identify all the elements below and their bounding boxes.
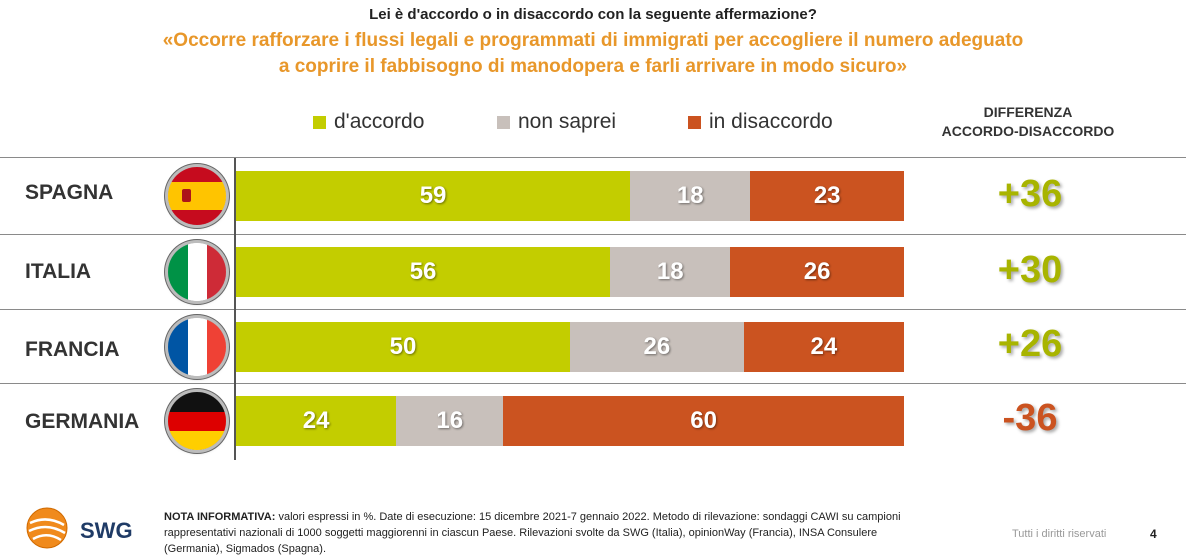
difference-header-line-2: ACCORDO-DISACCORDO	[941, 123, 1115, 139]
legend-item-disaccordo: in disaccordo	[688, 110, 833, 134]
bar-value-label: 18	[656, 258, 684, 285]
italy-flag-icon	[168, 243, 226, 301]
bar-value-label: 24	[810, 333, 838, 360]
swg-logo-text: SWG	[80, 518, 133, 543]
bar-segment-accordo: 50	[236, 322, 570, 372]
rights-text: Tutti i diritti riservati	[1012, 528, 1107, 540]
bar-value-label: 59	[419, 182, 447, 209]
country-label-francia: FRANCIA	[25, 338, 120, 361]
question-title: Lei è d'accordo o in disaccordo con la s…	[369, 6, 817, 23]
bar-segment-disaccordo: 24	[743, 322, 904, 372]
row-separator	[0, 383, 1186, 384]
bar-segment-non-saprei: 26	[570, 322, 744, 372]
row-separator	[0, 309, 1186, 310]
bar-segment-non-saprei: 18	[630, 171, 751, 221]
bar-value-label: 18	[676, 182, 704, 209]
difference-header: DIFFERENZA ACCORDO-DISACCORDO	[928, 103, 1128, 141]
legend-swatch-accordo	[313, 115, 326, 129]
spain-flag-icon	[168, 167, 226, 225]
row-separator	[0, 157, 1186, 158]
bar-value-label: 50	[389, 333, 417, 360]
bar-value-label: 60	[690, 407, 717, 434]
bar-value-label: 23	[813, 182, 841, 209]
bar-segment-non-saprei: 18	[610, 247, 731, 297]
legend-label-accordo: d'accordo	[334, 110, 425, 133]
bar-segment-disaccordo: 60	[503, 396, 904, 446]
country-label-spagna: SPAGNA	[25, 181, 114, 204]
difference-value: +36	[997, 173, 1063, 215]
france-flag-icon	[168, 318, 226, 376]
note-line-3: (Germania), Sigmados (Spagna).	[164, 543, 327, 555]
difference-value: +26	[997, 323, 1063, 365]
bar-segment-accordo: 56	[236, 247, 611, 297]
note-line-1: valori espressi in %. Date di esecuzione…	[275, 511, 901, 523]
bar-value-label: 26	[643, 333, 671, 360]
germany-flag-icon	[168, 392, 226, 450]
bar-segment-disaccordo: 26	[730, 247, 904, 297]
statement-line-2: a coprire il fabbisogno di manodopera e …	[278, 56, 908, 77]
statement-line-1: «Occorre rafforzare i flussi legali e pr…	[162, 30, 1024, 51]
bar-value-label: 16	[436, 407, 464, 434]
methodology-note: NOTA INFORMATIVA: valori espressi in %. …	[164, 509, 984, 557]
bar-segment-disaccordo: 23	[750, 171, 904, 221]
row-separator	[0, 234, 1186, 235]
bar-segment-accordo: 24	[236, 396, 397, 446]
note-line-2: rappresentativi nazionali di 1000 sogget…	[164, 527, 878, 539]
legend-item-accordo: d'accordo	[313, 110, 424, 134]
bar-segment-non-saprei: 16	[396, 396, 504, 446]
note-label: NOTA INFORMATIVA:	[164, 511, 276, 523]
legend-label-non-saprei: non saprei	[518, 110, 617, 133]
bar-segment-accordo: 59	[236, 171, 631, 221]
chart-axis	[234, 158, 236, 460]
country-label-germania: GERMANIA	[25, 410, 140, 433]
bar-value-label: 56	[409, 258, 437, 285]
swg-logo-icon	[26, 507, 68, 549]
difference-value: +30	[997, 249, 1063, 291]
bar-value-label: 24	[302, 407, 330, 434]
difference-header-line-1: DIFFERENZA	[983, 104, 1073, 120]
difference-value: -36	[1002, 397, 1058, 439]
page-number: 4	[1150, 527, 1157, 541]
legend-swatch-non-saprei	[497, 115, 510, 129]
bar-value-label: 26	[803, 258, 831, 285]
country-label-italia: ITALIA	[25, 260, 92, 283]
legend-item-non-saprei: non saprei	[497, 110, 616, 134]
legend-swatch-disaccordo	[688, 115, 701, 129]
legend-label-disaccordo: in disaccordo	[709, 110, 833, 133]
